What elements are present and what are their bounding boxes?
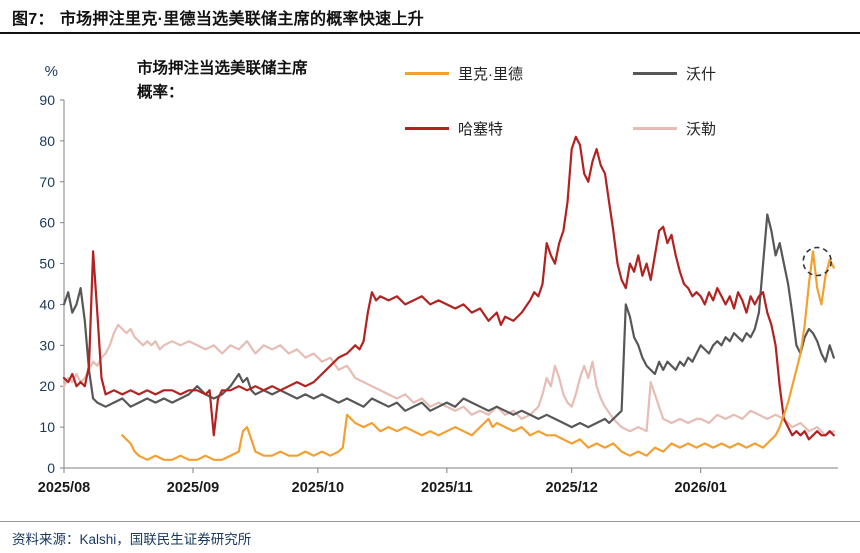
source-bar: 资料来源：Kalshi，国联民生证券研究所 <box>0 521 860 553</box>
x-tick-label: 2026/01 <box>674 480 726 496</box>
x-tick-label: 2025/09 <box>167 480 219 496</box>
chart-annotation: 市场押注当选美联储主席概率： <box>137 60 308 101</box>
figure-title-bar: 图7： 市场押注里克·里德当选美联储主席的概率快速上升 <box>0 0 860 34</box>
legend-line-swatch <box>405 126 449 130</box>
legend-item-waller: 沃勒 <box>633 118 716 138</box>
series-line-0 <box>121 250 835 461</box>
y-tick-label: 60 <box>39 215 55 231</box>
y-tick-label: 50 <box>39 256 55 272</box>
x-tick-label: 2025/12 <box>545 480 597 496</box>
legend-label: 里克·里德 <box>458 65 523 83</box>
y-tick-label: 80 <box>39 133 55 149</box>
highlight-circle <box>802 246 833 277</box>
legend-label: 沃什 <box>686 65 717 83</box>
y-tick-label: 40 <box>39 296 55 312</box>
y-tick-label: 20 <box>39 378 55 394</box>
legend-item-warsh: 沃什 <box>633 63 716 83</box>
figure-title: 市场押注里克·里德当选美联储主席的概率快速上升 <box>59 11 425 28</box>
y-axis-unit: % <box>45 63 58 80</box>
y-tick-label: 10 <box>39 419 55 435</box>
legend-line-swatch <box>633 71 677 75</box>
series-line-1 <box>62 213 835 429</box>
y-tick-label: 0 <box>47 460 55 476</box>
x-tick-label: 2025/11 <box>421 480 473 496</box>
y-tick-label: 90 <box>39 92 55 108</box>
legend-label: 沃勒 <box>686 120 717 138</box>
x-tick-label: 2025/10 <box>292 480 344 496</box>
x-tick-label: 2025/08 <box>38 480 90 496</box>
y-tick-label: 30 <box>39 337 55 353</box>
y-tick-label: 70 <box>39 174 55 190</box>
figure-number: 图7： <box>12 11 54 28</box>
series-line-2 <box>62 135 835 441</box>
source-note: 资料来源：Kalshi，国联民生证券研究所 <box>12 531 252 547</box>
legend-item-rieder: 里克·里德 <box>405 63 523 83</box>
legend-item-hassett: 哈塞特 <box>405 118 503 138</box>
legend-line-swatch <box>405 71 449 75</box>
legend-line-swatch <box>633 126 677 130</box>
probability-line-chart: 0 10 20 30 40 50 60 70 80 90 2025/08 2025/09 2025/10… <box>38 63 838 496</box>
legend-label: 哈塞特 <box>458 120 504 138</box>
